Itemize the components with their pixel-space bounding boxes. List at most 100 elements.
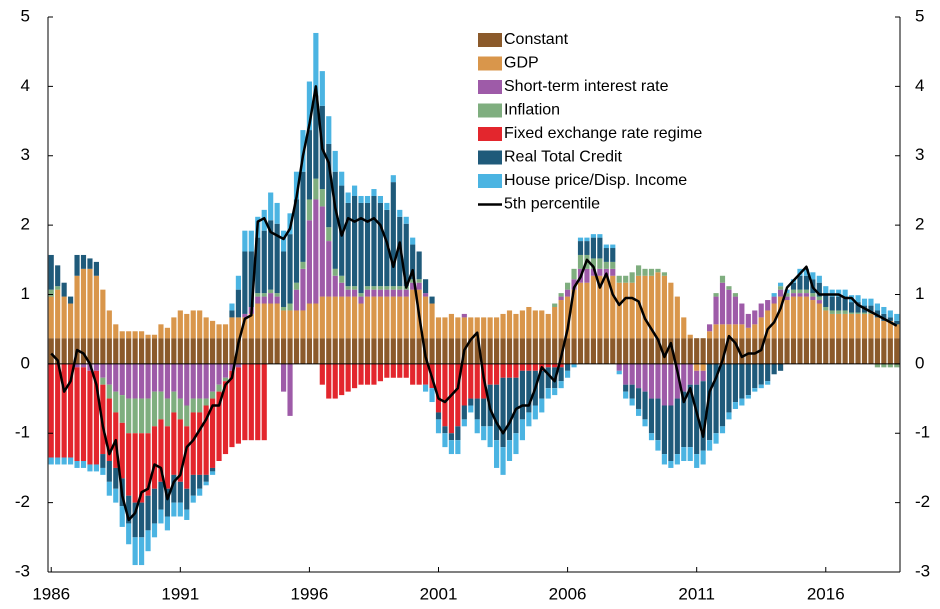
bar-segment bbox=[248, 251, 254, 307]
bar-segment bbox=[80, 254, 87, 269]
bar-segment bbox=[861, 312, 868, 314]
bar-segment bbox=[732, 338, 738, 364]
bar-segment bbox=[164, 516, 170, 531]
bar-segment bbox=[829, 310, 835, 314]
bar-segment bbox=[281, 310, 287, 339]
bar-segment bbox=[623, 363, 629, 385]
bar-segment bbox=[623, 338, 629, 364]
bar-segment bbox=[868, 298, 874, 306]
bar-segment bbox=[145, 338, 151, 364]
bar-segment bbox=[403, 363, 409, 378]
bar-segment bbox=[190, 398, 196, 413]
bar-segment bbox=[352, 185, 358, 196]
bar-segment bbox=[229, 370, 235, 448]
bar-segment bbox=[242, 317, 248, 339]
bar-segment bbox=[571, 338, 577, 364]
bar-segment bbox=[455, 363, 461, 427]
bar-segment bbox=[48, 363, 54, 458]
legend-swatch bbox=[478, 33, 502, 47]
bar-segment bbox=[558, 381, 564, 389]
bar-segment bbox=[461, 419, 467, 427]
bar-segment bbox=[100, 363, 106, 378]
bar-segment bbox=[352, 363, 358, 389]
bar-segment bbox=[377, 286, 383, 290]
bar-segment bbox=[93, 261, 99, 276]
x-tick-label: 2016 bbox=[807, 584, 845, 603]
bar-segment bbox=[55, 338, 61, 364]
bar-segment bbox=[713, 293, 719, 297]
bar-segment bbox=[268, 338, 274, 364]
bar-segment bbox=[210, 398, 216, 468]
bar-segment bbox=[332, 338, 338, 364]
bar-segment bbox=[184, 313, 190, 339]
bar-segment bbox=[177, 363, 183, 399]
bar-segment bbox=[358, 293, 364, 297]
bar-segment bbox=[390, 286, 396, 290]
bar-segment bbox=[487, 426, 493, 448]
bar-segment bbox=[726, 324, 732, 339]
legend-label: Constant bbox=[504, 31, 569, 48]
y-tick-label: 2 bbox=[21, 215, 30, 234]
bar-segment bbox=[261, 296, 267, 304]
bar-segment bbox=[797, 293, 803, 297]
bar-segment bbox=[397, 289, 403, 297]
bar-segment bbox=[371, 289, 377, 297]
bar-segment bbox=[668, 405, 674, 461]
bar-segment bbox=[345, 338, 351, 364]
bar-segment bbox=[861, 313, 868, 339]
bar-segment bbox=[868, 338, 874, 364]
bar-segment bbox=[584, 282, 590, 339]
bar-segment bbox=[61, 363, 67, 458]
bar-segment bbox=[442, 426, 448, 434]
bar-segment bbox=[268, 293, 274, 304]
bar-segment bbox=[171, 317, 177, 339]
bar-segment bbox=[397, 216, 403, 287]
bar-segment bbox=[513, 363, 519, 378]
legend-swatch bbox=[478, 80, 502, 94]
bar-segment bbox=[377, 289, 383, 297]
bar-segment bbox=[803, 338, 809, 364]
bar-segment bbox=[778, 282, 784, 287]
bar-segment bbox=[584, 338, 590, 364]
bar-segment bbox=[778, 286, 784, 290]
y-tick-label: 1 bbox=[21, 284, 30, 303]
bar-segment bbox=[648, 398, 655, 434]
bar-segment bbox=[287, 303, 293, 311]
bar-segment bbox=[577, 241, 584, 255]
bar-segment bbox=[416, 338, 422, 364]
bar-segment bbox=[448, 440, 454, 455]
bar-segment bbox=[642, 338, 648, 364]
bar-segment bbox=[552, 306, 558, 339]
bar-segment bbox=[842, 296, 848, 311]
bar-segment bbox=[745, 313, 751, 328]
legend-label: GDP bbox=[504, 55, 539, 72]
legend-swatch bbox=[478, 103, 502, 118]
bar-segment bbox=[139, 502, 145, 538]
bar-segment bbox=[668, 363, 674, 406]
bar-segment bbox=[332, 171, 338, 269]
y2-tick-label: -3 bbox=[915, 561, 930, 580]
bar-segment bbox=[655, 440, 661, 451]
bar-segment bbox=[894, 324, 900, 339]
bar-segment bbox=[661, 338, 667, 364]
bar-segment bbox=[397, 296, 403, 339]
bar-segment bbox=[48, 254, 54, 290]
bar-segment bbox=[513, 313, 519, 339]
bar-segment bbox=[519, 310, 525, 339]
bar-segment bbox=[752, 388, 758, 392]
bar-segment bbox=[332, 363, 338, 399]
bar-segment bbox=[384, 363, 390, 378]
bar-segment bbox=[132, 331, 138, 339]
bar-segment bbox=[345, 192, 351, 203]
bar-segment bbox=[700, 363, 706, 371]
bar-segment bbox=[222, 363, 229, 378]
bar-segment bbox=[500, 363, 506, 378]
bar-segment bbox=[300, 338, 306, 364]
legend-swatch bbox=[478, 127, 502, 141]
bar-segment bbox=[797, 275, 803, 290]
bar-segment bbox=[139, 398, 145, 434]
bar-segment bbox=[829, 296, 835, 311]
bar-segment bbox=[171, 391, 177, 413]
bar-segment bbox=[790, 338, 797, 364]
bar-segment bbox=[358, 202, 364, 294]
